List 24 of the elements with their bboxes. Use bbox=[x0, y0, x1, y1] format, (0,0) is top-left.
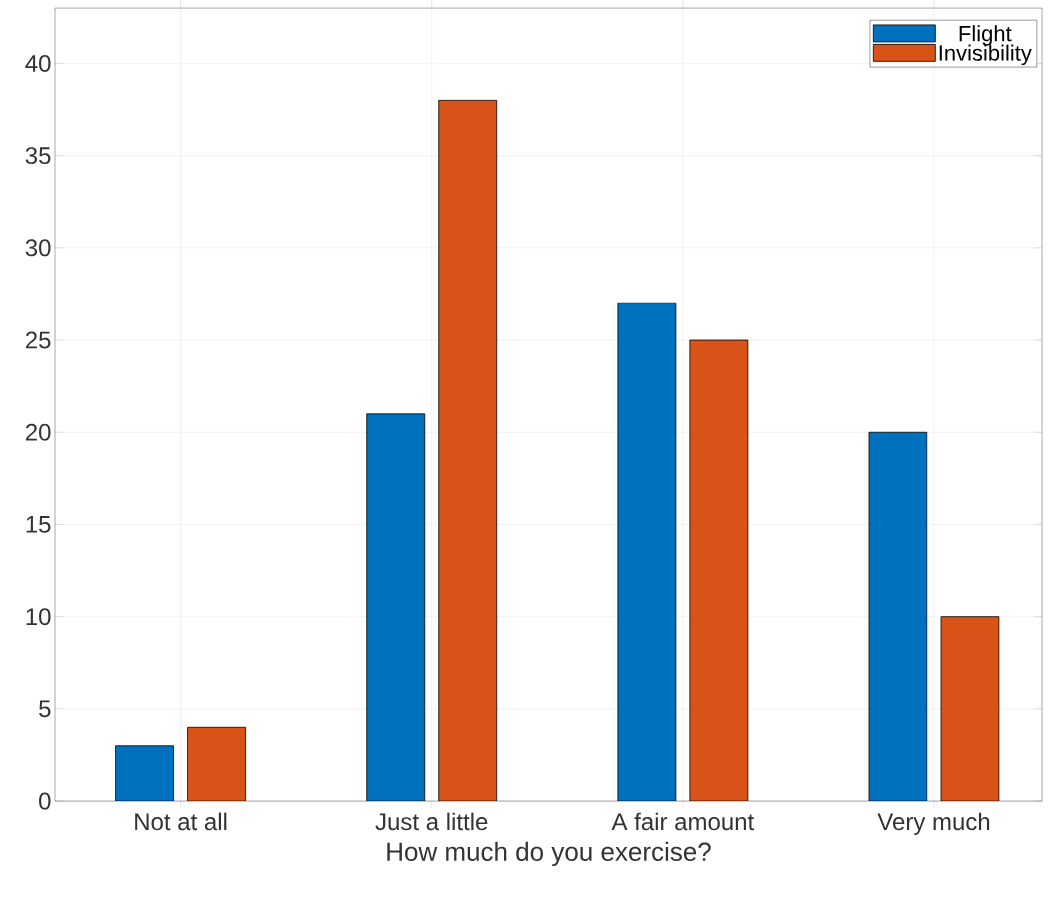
y-tick-label: 35 bbox=[25, 147, 51, 165]
x-tick-label: Not at all bbox=[135, 812, 227, 831]
bar bbox=[940, 616, 1000, 802]
y-tick-label: 20 bbox=[25, 423, 51, 441]
x-tick-label: A fair amount bbox=[611, 812, 755, 831]
y-tick-label: 15 bbox=[26, 516, 51, 533]
y-tick-label: 10 bbox=[26, 608, 51, 626]
legend-label: Invisibility bbox=[939, 44, 1032, 66]
bar bbox=[438, 99, 498, 802]
y-tick-label: 30 bbox=[25, 239, 51, 257]
bar bbox=[868, 431, 928, 802]
bar bbox=[187, 726, 246, 802]
y-tick-label: 25 bbox=[25, 331, 51, 349]
x-tick-label: Very much bbox=[877, 812, 990, 835]
x-axis-title: How much do you exercise? bbox=[387, 841, 711, 867]
bar bbox=[617, 302, 677, 802]
bar bbox=[689, 339, 749, 802]
x-tick-label: Just a little bbox=[375, 812, 488, 831]
y-tick-label: 40 bbox=[25, 54, 51, 72]
bar bbox=[366, 413, 426, 802]
bar bbox=[115, 745, 174, 802]
legend-label: Flight bbox=[959, 25, 1012, 46]
y-tick-label: 5 bbox=[39, 700, 51, 718]
y-tick-label: 0 bbox=[39, 792, 51, 810]
